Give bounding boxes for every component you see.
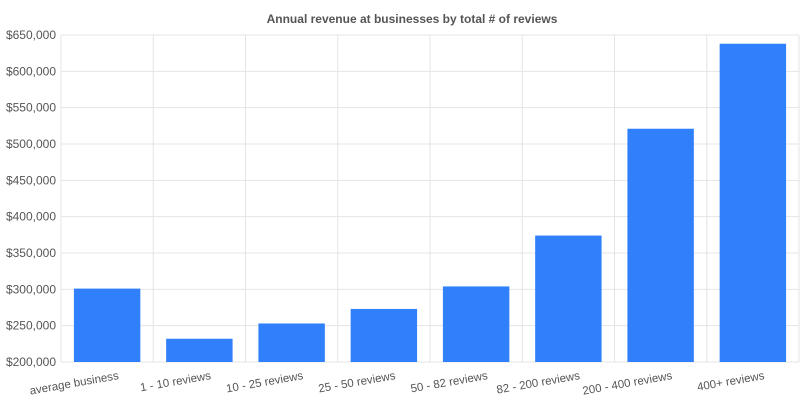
bar (719, 43, 787, 362)
y-tick-label: $550,000 (6, 101, 56, 115)
bar (166, 338, 233, 362)
bars (73, 43, 787, 362)
x-tick-label: 1 - 10 reviews (139, 370, 212, 394)
x-tick-label: 10 - 25 reviews (225, 370, 304, 395)
y-tick-label: $300,000 (6, 282, 56, 296)
y-tick-label: $600,000 (6, 64, 56, 78)
bar (535, 235, 602, 362)
y-axis: $200,000 $250,000 $300,000 $350,000 $400,000… (6, 28, 56, 369)
y-tick-label: $650,000 (6, 28, 56, 42)
x-tick-label: average business (29, 370, 120, 398)
bar (442, 286, 510, 362)
grid (60, 34, 800, 363)
x-tick-label: 200 - 400 reviews (582, 370, 674, 398)
x-tick-label: 25 - 50 reviews (318, 370, 397, 395)
bar (73, 288, 141, 362)
y-tick-label: $400,000 (6, 210, 56, 224)
chart-title: Annual revenue at businesses by total # … (267, 12, 558, 26)
x-tick-label: 82 - 200 reviews (496, 370, 581, 397)
y-tick-label: $350,000 (6, 246, 56, 260)
x-tick-label: 400+ reviews (696, 370, 765, 394)
y-tick-label: $500,000 (6, 137, 56, 151)
bar (350, 308, 418, 362)
x-tick-label: 50 - 82 reviews (410, 370, 489, 395)
y-tick-label: $450,000 (6, 173, 56, 187)
bar (627, 128, 694, 362)
y-tick-label: $250,000 (6, 319, 56, 333)
bar (258, 323, 325, 362)
x-axis: average business 1 - 10 reviews 10 - 25 re… (29, 370, 766, 398)
y-tick-label: $200,000 (6, 355, 56, 369)
